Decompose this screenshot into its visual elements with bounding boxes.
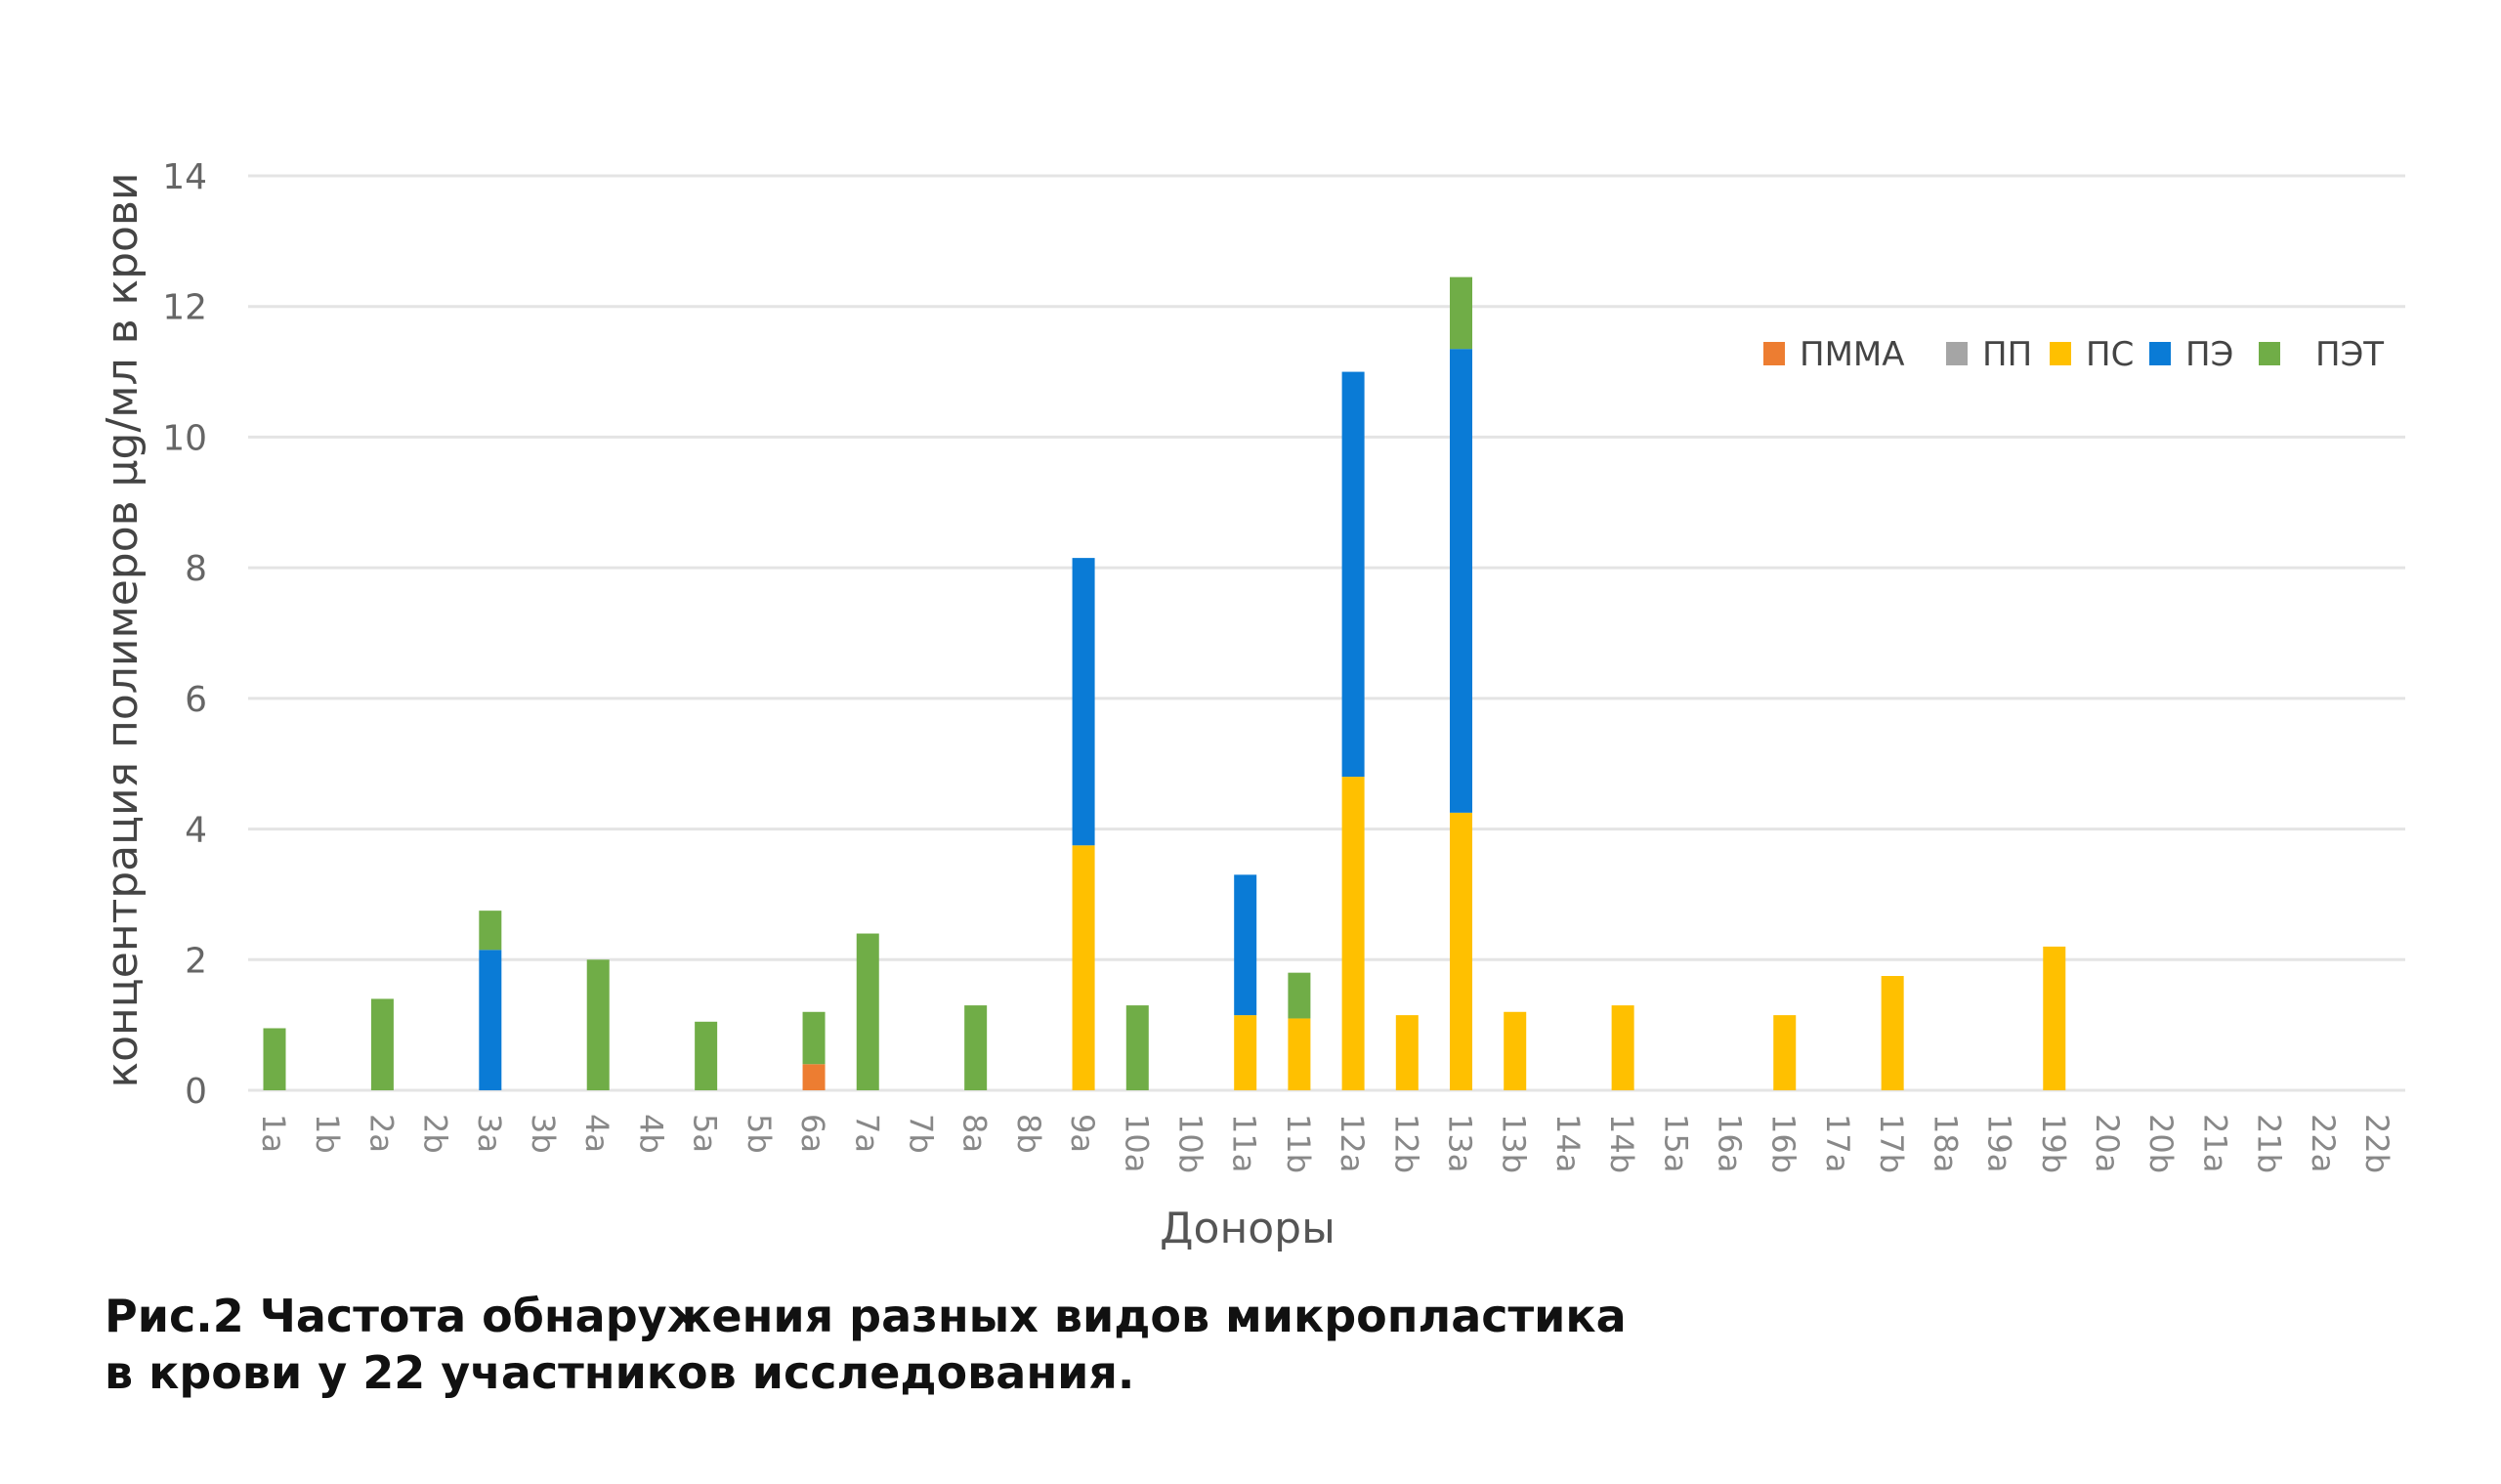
- bar-segment-13a-ПС: [1450, 812, 1473, 1090]
- x-tick-label: 12b: [1387, 1114, 1424, 1173]
- x-tick-label: 19b: [2035, 1114, 2072, 1173]
- x-axis-label: Доноры: [1160, 1204, 1335, 1253]
- y-tick-label: 6: [185, 680, 207, 720]
- bar-segment-14b-ПС: [1611, 1005, 1634, 1090]
- y-tick-label: 4: [185, 811, 207, 851]
- x-tick-label: 20a: [2089, 1114, 2126, 1172]
- legend-label: ПП: [1982, 335, 2032, 374]
- bar-segment-12a-ПЭ: [1341, 371, 1365, 778]
- bar-segment-6a-ПММА: [802, 1064, 826, 1090]
- x-tick-label: 16a: [1712, 1114, 1749, 1172]
- x-tick-label: 22a: [2305, 1114, 2342, 1172]
- y-tick-label: 14: [162, 157, 207, 197]
- x-tick-label: 7b: [902, 1114, 939, 1154]
- x-tick-label: 9a: [1064, 1114, 1101, 1153]
- bar-segment-12a-ПС: [1341, 777, 1365, 1090]
- x-tick-label: 17a: [1819, 1114, 1856, 1172]
- y-tick-label: 12: [162, 288, 207, 328]
- x-tick-label: 4a: [578, 1114, 615, 1153]
- bar-segment-13b-ПС: [1504, 1011, 1527, 1090]
- caption-line-2: в крови у 22 участников исследования.: [105, 1346, 1135, 1399]
- bar-segment-16b-ПС: [1773, 1015, 1797, 1090]
- legend-label: ПММА: [1800, 335, 1905, 374]
- x-tick-label: 11a: [1226, 1114, 1263, 1172]
- x-axis-ticks: 1a 1b 2a 2b 3a 3b 4a 4b 5a 5b 6a 7a 7b 8a 8b 9a 10a 10b 11…: [255, 1114, 2395, 1173]
- stacked-bar-chart: 0 2 4 6 8 10 12 14 1a 1b 2a 2b 3a 3b 4a 4b 5a 5b 6a 7a 7b 8a…: [98, 157, 2405, 1253]
- x-tick-label: 10a: [1118, 1114, 1155, 1172]
- x-tick-label: 10b: [1171, 1114, 1208, 1173]
- x-tick-label: 19a: [1981, 1114, 2018, 1172]
- x-tick-label: 15a: [1657, 1114, 1694, 1172]
- y-tick-label: 0: [185, 1072, 207, 1112]
- x-tick-label: 3a: [471, 1114, 508, 1153]
- x-tick-label: 2a: [362, 1114, 400, 1153]
- x-tick-label: 20b: [2142, 1114, 2180, 1173]
- bar-segment-19b-ПС: [2043, 946, 2066, 1090]
- x-tick-label: 14b: [1603, 1114, 1640, 1173]
- bar-segment-1a-ПЭТ: [263, 1028, 286, 1090]
- caption-line-1: Рис.2 Частота обнаружения разных видов м…: [105, 1290, 1627, 1342]
- bar-segment-7a-ПЭТ: [856, 933, 879, 1090]
- x-tick-label: 4b: [632, 1114, 669, 1154]
- x-tick-label: 1a: [255, 1114, 292, 1153]
- bar-segment-5a-ПЭТ: [695, 1021, 718, 1090]
- legend-swatch-ПП: [1946, 342, 1968, 365]
- bar-segment-10a-ПЭТ: [1125, 1005, 1149, 1090]
- gridlines: [248, 174, 2405, 1092]
- x-tick-label: 16b: [1765, 1114, 1802, 1173]
- x-tick-label: 12a: [1334, 1114, 1371, 1172]
- x-tick-label: 8a: [956, 1114, 994, 1153]
- legend-swatch-ПС: [2050, 342, 2071, 365]
- bar-segment-6a-ПЭТ: [802, 1011, 826, 1065]
- legend-label: ПС: [2086, 335, 2134, 374]
- bar-segment-9a-ПС: [1072, 845, 1095, 1090]
- x-tick-label: 13b: [1496, 1114, 1533, 1173]
- y-tick-label: 2: [185, 941, 207, 981]
- bar-segment-2a-ПЭТ: [370, 998, 394, 1090]
- bar-segment-4a-ПЭТ: [586, 959, 610, 1090]
- bar-segment-11b-ПС: [1288, 1018, 1311, 1090]
- y-tick-label: 8: [185, 549, 207, 589]
- legend-label: ПЭТ: [2315, 335, 2384, 374]
- legend: ПММА ПП ПС ПЭ ПЭТ: [1763, 335, 2384, 374]
- x-tick-label: 13a: [1442, 1114, 1479, 1172]
- x-tick-label: 6a: [794, 1114, 831, 1153]
- x-tick-label: 5b: [741, 1114, 778, 1154]
- figure-caption: Рис.2 Частота обнаружения разных видов м…: [105, 1288, 1627, 1401]
- bar-segment-11a-ПС: [1234, 1015, 1257, 1090]
- y-tick-label: 10: [162, 418, 207, 458]
- x-tick-label: 14a: [1549, 1114, 1587, 1172]
- legend-swatch-ПЭТ: [2259, 342, 2280, 365]
- legend-label: ПЭ: [2185, 335, 2233, 374]
- legend-swatch-ПММА: [1763, 342, 1785, 365]
- bars: [263, 276, 2066, 1090]
- x-tick-label: 21a: [2196, 1114, 2233, 1172]
- legend-swatch-ПЭ: [2149, 342, 2171, 365]
- y-axis-ticks: 0 2 4 6 8 10 12 14: [162, 157, 207, 1112]
- bar-segment-11a-ПЭ: [1234, 874, 1257, 1016]
- x-tick-label: 17b: [1873, 1114, 1910, 1173]
- bar-segment-13a-ПЭТ: [1450, 276, 1473, 350]
- x-tick-label: 11b: [1280, 1114, 1317, 1173]
- x-tick-label: 7a: [848, 1114, 885, 1153]
- x-tick-label: 1b: [309, 1114, 346, 1154]
- x-tick-label: 2b: [417, 1114, 454, 1154]
- x-tick-label: 8b: [1010, 1114, 1047, 1154]
- x-tick-label: 18a: [1927, 1114, 1964, 1172]
- bar-segment-12b-ПС: [1395, 1015, 1419, 1090]
- x-tick-label: 5a: [687, 1114, 724, 1153]
- x-tick-label: 21b: [2251, 1114, 2288, 1173]
- bar-segment-11b-ПЭТ: [1288, 972, 1311, 1019]
- bar-segment-17b-ПС: [1881, 976, 1904, 1090]
- bar-segment-8a-ПЭТ: [964, 1005, 988, 1090]
- y-axis-label: концентрация полимеров µg/мл в крови: [98, 173, 148, 1088]
- x-tick-label: 22b: [2358, 1114, 2395, 1173]
- bar-segment-13a-ПЭ: [1450, 349, 1473, 813]
- bar-segment-3a-ПЭТ: [479, 911, 502, 951]
- bar-segment-3a-ПЭ: [479, 950, 502, 1090]
- bar-segment-9a-ПЭ: [1072, 558, 1095, 846]
- x-tick-label: 3b: [525, 1114, 562, 1154]
